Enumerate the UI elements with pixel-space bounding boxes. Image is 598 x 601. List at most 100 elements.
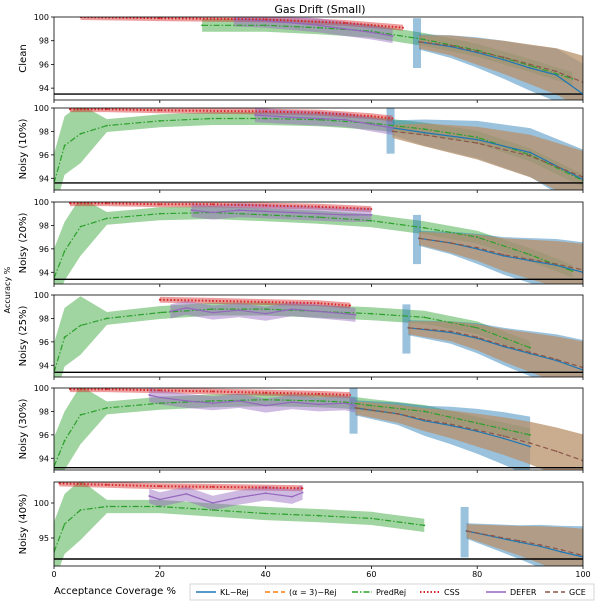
point-gce <box>476 246 479 249</box>
y-tick-label: 96 <box>39 431 49 440</box>
point-defer <box>211 311 214 314</box>
band-css <box>80 17 404 31</box>
y-tick-label: 100 <box>34 291 49 300</box>
point-defer <box>317 212 320 215</box>
y-tick-label: 98 <box>39 407 49 416</box>
point-defer <box>158 498 161 501</box>
point-defer <box>291 308 293 310</box>
point-gce <box>449 242 452 244</box>
panel-frame <box>53 481 584 567</box>
panel-ylabel: Noisy (10%) <box>18 119 29 180</box>
point-gce <box>502 435 505 437</box>
series-css <box>80 17 404 29</box>
point-css <box>317 205 320 208</box>
point-kl-rej <box>502 58 505 61</box>
point-css <box>106 483 108 486</box>
legend-label: (α = 3)−Rej <box>289 588 336 597</box>
y-tick-label: 100 <box>34 13 49 22</box>
series-predrej <box>54 308 531 373</box>
point-defer <box>211 502 214 504</box>
point-defer <box>317 24 320 27</box>
point-gce <box>476 142 479 145</box>
y-tick-label: 98 <box>39 314 49 323</box>
point-predrej <box>79 414 82 416</box>
point-predrej <box>529 346 531 349</box>
point-defer <box>370 123 373 126</box>
point-kl-rej <box>560 551 563 553</box>
point-gce <box>529 351 531 354</box>
series-gce <box>466 530 583 557</box>
point-gce <box>502 56 505 59</box>
point-defer <box>211 211 214 214</box>
point-predrej <box>106 124 108 127</box>
point-defer <box>169 310 172 313</box>
point-predrej <box>370 312 373 315</box>
legend-label: CSS <box>444 588 460 597</box>
point-css <box>106 202 108 205</box>
point-gce <box>476 336 479 339</box>
series-predrej <box>54 505 425 553</box>
plot-area <box>54 202 583 284</box>
point-defer <box>291 22 293 24</box>
point-predrej <box>158 120 161 122</box>
point-defer <box>264 210 267 213</box>
point-predrej <box>211 308 214 310</box>
point-kl-rej <box>476 138 479 141</box>
point-predrej <box>79 132 82 135</box>
point-css <box>158 485 161 488</box>
point-predrej <box>79 509 82 511</box>
point-predrej <box>63 336 66 339</box>
band-defer <box>149 485 303 511</box>
point-defer <box>238 496 241 499</box>
point-kl-rej <box>555 74 558 76</box>
point-defer <box>354 314 357 316</box>
point-predrej <box>571 77 574 80</box>
point-gce <box>391 130 394 133</box>
band-css <box>69 202 372 212</box>
point-css <box>402 26 404 29</box>
point-gce <box>354 407 357 409</box>
point-predrej <box>476 236 479 239</box>
point-predrej <box>264 398 267 401</box>
chart-panels: 94 96 98 100 Clean 94 96 98 100 Noisy (10%) 94 96 98… <box>18 13 591 579</box>
x-tick-label: 40 <box>261 570 271 579</box>
legend-label: GCE <box>569 588 586 597</box>
point-predrej <box>264 24 267 27</box>
panel-frame <box>53 107 584 191</box>
band-gce <box>392 123 583 190</box>
point-predrej <box>317 514 320 517</box>
point-predrej <box>63 523 66 525</box>
point-css <box>211 390 214 393</box>
point-defer <box>148 495 151 497</box>
x-tick-label: 20 <box>155 570 165 579</box>
point-gce <box>529 63 531 66</box>
panel-1: 94 96 98 100 Clean <box>18 13 584 103</box>
point-gce <box>502 344 505 347</box>
panel-2: 94 96 98 100 Noisy (10%) <box>18 104 584 193</box>
point-predrej <box>158 311 161 314</box>
point-css <box>158 298 161 301</box>
point-predrej <box>211 117 214 120</box>
point-gce <box>449 44 452 47</box>
y-tick-label: 95 <box>39 534 49 543</box>
panel-4: 94 96 98 100 Noisy (25%) <box>18 291 584 380</box>
panel-frame <box>53 294 584 378</box>
point-css <box>317 111 320 114</box>
x-tick-labels: 0 20 40 60 80 100 <box>51 570 590 579</box>
x-tick-label: 60 <box>366 570 376 579</box>
series-defer <box>254 114 393 129</box>
point-css <box>158 203 161 206</box>
point-predrej <box>158 505 161 508</box>
point-defer <box>185 400 188 402</box>
band-gce <box>466 524 583 566</box>
chart-legend: KL−Rej (α = 3)−Rej PredRej CSS DEFER GCE <box>189 583 595 601</box>
point-css <box>158 109 161 112</box>
point-predrej <box>476 326 479 329</box>
point-defer <box>254 114 256 116</box>
panel-frame <box>53 201 584 285</box>
point-defer <box>291 495 293 498</box>
point-defer <box>238 400 241 402</box>
y-tick-label: 96 <box>39 338 49 347</box>
y-tick-label: 94 <box>39 454 49 463</box>
